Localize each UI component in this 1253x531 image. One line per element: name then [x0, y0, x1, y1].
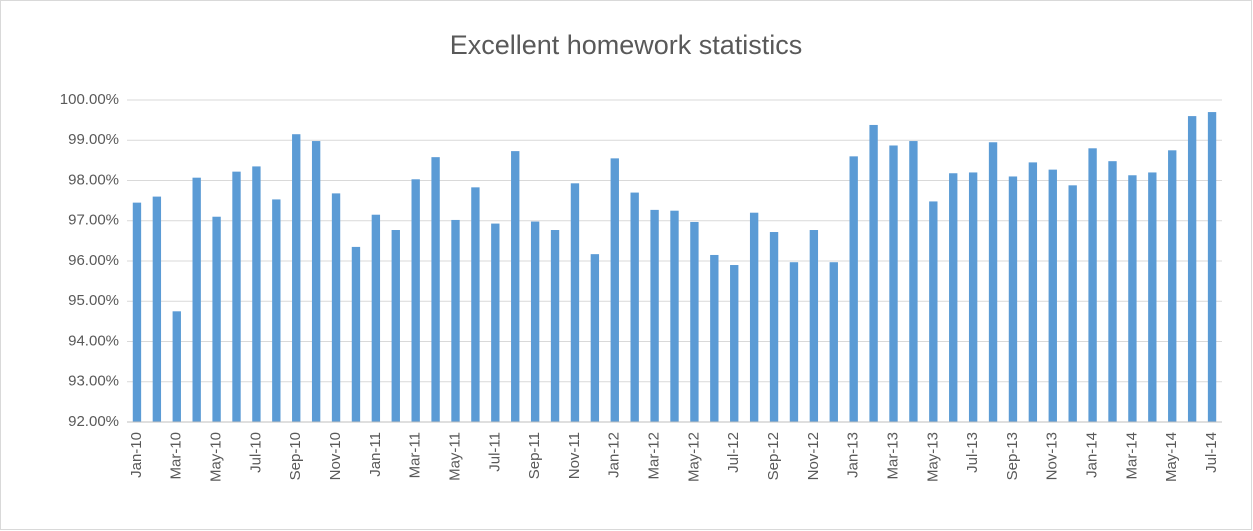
bar [849, 156, 858, 422]
x-tick-label: Nov-10 [327, 432, 344, 480]
bar [232, 171, 241, 422]
y-tick-label: 100.00% [60, 91, 119, 108]
bar [1187, 116, 1197, 422]
x-tick-label: Sep-12 [765, 432, 782, 480]
x-tick-label: May-13 [924, 432, 941, 482]
bar [1168, 150, 1177, 422]
bar [491, 223, 500, 422]
x-tick-label: Sep-13 [1004, 432, 1021, 480]
bar [1088, 148, 1097, 423]
bar [809, 230, 819, 422]
x-tick-label: Nov-12 [805, 432, 822, 480]
bar [650, 209, 659, 422]
x-tick-label: Mar-12 [646, 432, 663, 480]
x-tick-label: May-10 [208, 432, 225, 482]
bar [371, 214, 381, 422]
bar [1148, 172, 1157, 422]
bar [451, 219, 460, 422]
bar [749, 212, 759, 422]
bar [670, 210, 679, 422]
bar [1008, 176, 1018, 422]
bar [1028, 162, 1038, 422]
x-tick-label: Jul-10 [247, 432, 264, 473]
bar [212, 216, 221, 422]
bar [889, 145, 898, 423]
x-tick-label: Jul-11 [486, 432, 503, 472]
x-tick-label: Mar-10 [168, 432, 185, 480]
x-tick-label: May-14 [1163, 432, 1180, 482]
x-tick-label: Jul-13 [964, 432, 981, 473]
bar [769, 232, 779, 422]
x-tick-label: Mar-11 [407, 432, 424, 478]
bar [431, 157, 440, 422]
bar [929, 201, 938, 422]
bar [252, 166, 261, 422]
y-tick-label: 94.00% [68, 332, 119, 349]
x-tick-label: Jan-12 [606, 432, 623, 478]
x-tick-label: Sep-11 [526, 432, 543, 479]
bar [988, 142, 998, 422]
x-tick-label: May-12 [685, 432, 702, 482]
bar [690, 221, 699, 422]
bar [391, 230, 400, 422]
bar [789, 262, 799, 422]
y-tick-label: 93.00% [68, 373, 119, 390]
bar [511, 151, 520, 422]
bar [132, 202, 142, 422]
x-tick-label: Jan-14 [1084, 432, 1101, 478]
bar [1207, 112, 1217, 422]
bar [471, 187, 480, 422]
bar [411, 179, 420, 422]
x-tick-label: Mar-14 [1123, 432, 1140, 480]
bar [869, 124, 878, 422]
x-tick-label: Nov-13 [1044, 432, 1061, 480]
y-tick-label: 95.00% [68, 292, 119, 309]
bar [610, 158, 619, 423]
y-tick-label: 97.00% [68, 212, 119, 229]
y-tick-label: 99.00% [68, 131, 119, 148]
bar [630, 192, 639, 422]
y-tick-label: 92.00% [68, 413, 119, 430]
y-tick-label: 98.00% [68, 171, 119, 188]
bar [570, 183, 580, 422]
bar [550, 230, 560, 422]
y-tick-label: 96.00% [68, 252, 119, 269]
bar [152, 196, 162, 422]
bar [949, 173, 958, 422]
bar [292, 134, 301, 422]
bar [272, 199, 281, 422]
chart-title: Excellent homework statistics [450, 30, 803, 60]
x-tick-label: Jan-13 [845, 432, 862, 478]
x-tick-label: Jan-10 [128, 432, 145, 478]
bar [730, 265, 739, 422]
bar [909, 141, 918, 422]
x-tick-label: Mar-13 [884, 432, 901, 480]
bar [311, 141, 321, 422]
bar [172, 311, 181, 422]
x-tick-label: Jul-14 [1203, 432, 1220, 473]
bar [590, 254, 600, 422]
bar [968, 172, 978, 422]
bar [351, 246, 361, 422]
bar [1128, 175, 1137, 422]
bar [530, 221, 540, 422]
bar [710, 254, 719, 422]
bar [1068, 185, 1077, 422]
bar [192, 177, 201, 422]
x-tick-label: Sep-10 [287, 432, 304, 480]
x-tick-label: May-11 [446, 432, 463, 481]
x-tick-label: Jul-12 [725, 432, 742, 473]
bar [331, 193, 341, 422]
bar [829, 262, 838, 422]
x-tick-label: Nov-11 [566, 432, 583, 479]
bar [1108, 161, 1117, 422]
bar [1048, 169, 1057, 422]
x-tick-label: Jan-11 [367, 432, 384, 477]
